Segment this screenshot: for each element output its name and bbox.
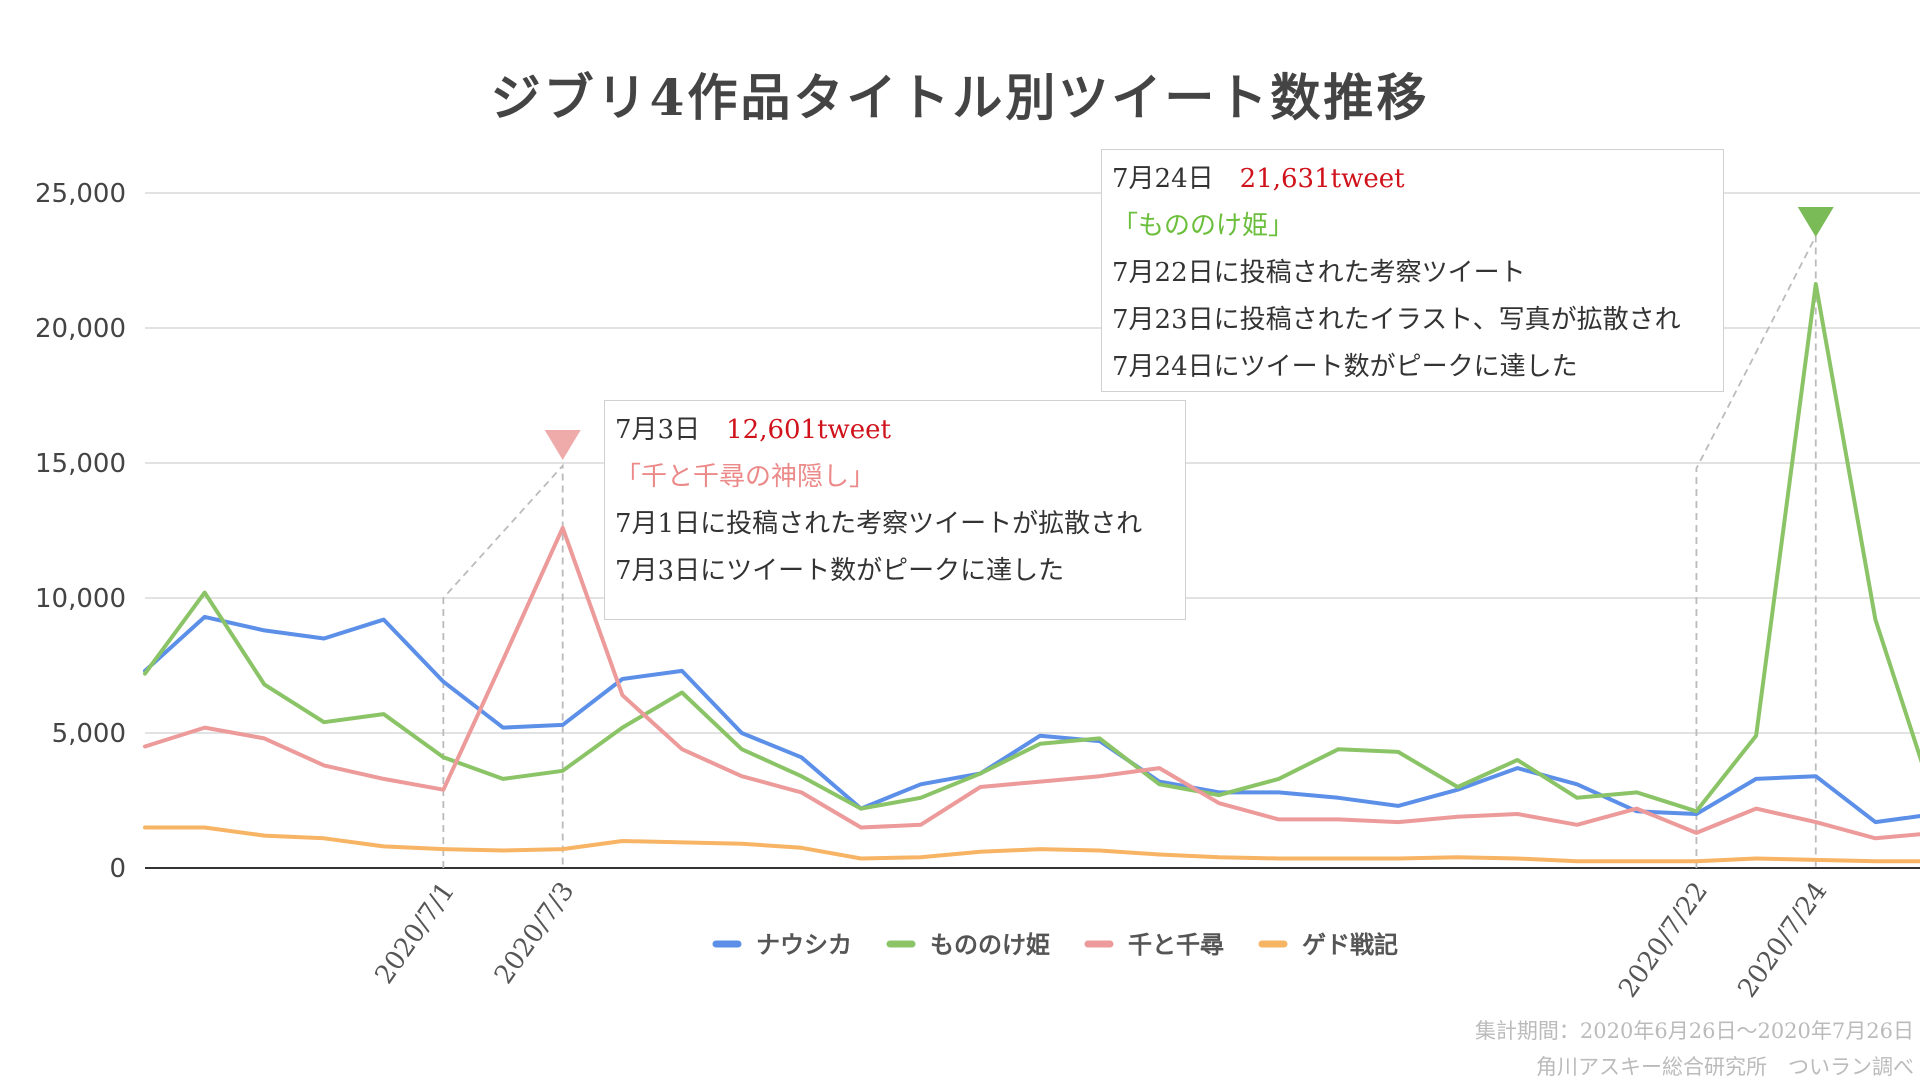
series-line [143,614,1920,825]
series-line [143,525,1920,841]
annotation-text-line: 7月22日に投稿された考察ツイート [1112,258,1526,288]
annotation-peak-value: 12,601tweet [726,415,892,445]
x-axis-tick-labels: 2020/7/1 2020/7/3 2020/7/22 2020/7/24 [370,877,1834,1003]
series-line [143,282,1920,814]
x-tick-label: 2020/7/3 [489,877,581,990]
footnote: 集計期間：2020年6月26日〜2020年7月26日 角川アスキー総合研究所 つ… [1475,1013,1914,1085]
legend: ナウシカ もののけ姫 千と千尋 ゲド戦記 [712,931,1398,959]
x-tick-label: 2020/7/1 [370,877,462,990]
y-axis-tick-labels: 0 5,000 10,000 15,000 20,000 25,000 [35,179,126,884]
y-tick-label: 20,000 [35,314,126,344]
legend-label: ナウシカ [756,931,852,959]
y-tick-label: 15,000 [35,449,126,479]
annotation-text-line: 7月24日にツイート数がピークに達した [1112,352,1578,382]
y-tick-label: 10,000 [35,584,126,614]
peak-marker-icon [544,430,581,460]
x-tick-label: 2020/7/24 [1732,877,1833,1003]
y-tick-label: 5,000 [52,719,126,749]
series-line [143,825,1920,864]
x-tick-label: 2020/7/22 [1613,877,1714,1003]
annotation-header: 7月3日 12,601tweet [615,407,1175,454]
guide-line [442,463,564,868]
peak-marker-icon [1797,207,1834,237]
annotation-text-line: 7月1日に投稿された考察ツイートが拡散され [615,509,1143,539]
footnote-period: 集計期間：2020年6月26日〜2020年7月26日 [1474,1019,1914,1043]
annotation-text-line: 7月23日に投稿されたイラスト、写真が拡散され [1112,305,1681,335]
annotation-movie-title: 「もののけ姫」 [1112,211,1295,241]
annotation-peak-value: 21,631tweet [1239,164,1405,194]
footnote-source: 角川アスキー総合研究所 ついラン調べ [1536,1055,1914,1079]
y-tick-label: 25,000 [35,179,126,209]
annotation-header: 7月24日 21,631tweet [1112,156,1713,203]
annotation-sen-to-chihiro: 7月3日 12,601tweet 「千と千尋の神隠し」 7月1日に投稿された考察… [604,400,1186,620]
series-lines [143,282,1920,864]
annotation-date: 7月24日 [1112,164,1214,194]
annotation-guides [442,235,1817,868]
legend-label: 千と千尋 [1128,931,1224,959]
guide-line [1695,235,1817,868]
legend-label: もののけ姫 [930,931,1050,959]
peak-markers [544,207,1834,460]
annotation-mononoke-hime: 7月24日 21,631tweet 「もののけ姫」 7月22日に投稿された考察ツ… [1101,149,1724,392]
annotation-date: 7月3日 [615,415,701,445]
y-tick-label: 0 [109,854,126,884]
annotation-text-line: 7月3日にツイート数がピークに達した [615,556,1065,586]
legend-label: ゲド戦記 [1302,931,1398,959]
chart-title: ジブリ4作品タイトル別ツイート数推移 [490,68,1430,127]
annotation-movie-title: 「千と千尋の神隠し」 [615,462,876,492]
